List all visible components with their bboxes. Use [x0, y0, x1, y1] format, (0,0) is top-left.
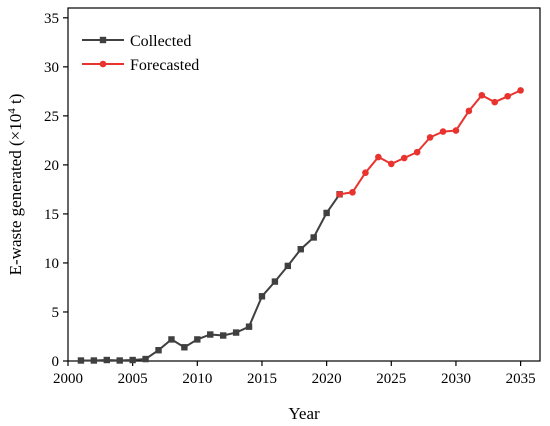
plot-frame: [67, 7, 541, 362]
legend-label: Forecasted: [130, 57, 199, 74]
data-point: [387, 160, 395, 168]
y-tick-label: 25: [44, 109, 59, 125]
x-tick-label: 2025: [376, 371, 406, 387]
data-point: [258, 293, 266, 300]
y-tick-label: 30: [44, 60, 59, 76]
series-collected: [77, 191, 343, 364]
data-point: [375, 153, 382, 161]
data-point: [452, 127, 460, 134]
y-tick-label: 5: [52, 305, 60, 321]
data-point: [103, 356, 110, 364]
x-tick-label: 2010: [182, 371, 212, 387]
y-tick-label: 20: [44, 158, 59, 174]
data-point: [310, 234, 317, 241]
data-point: [284, 262, 292, 270]
axes-layer: 2000 2005 2010 2015 2020 2025 2030 203505101520…: [44, 7, 541, 387]
data-point: [181, 344, 188, 351]
data-point: [349, 189, 356, 196]
data-point: [194, 336, 201, 343]
data-point: [426, 134, 434, 141]
data-point: [491, 98, 499, 106]
data-point: [271, 278, 279, 285]
data-point: [90, 357, 98, 364]
data-point: [77, 357, 85, 364]
data-point: [362, 169, 369, 177]
data-point: [336, 191, 343, 198]
y-axis-label-main: E-waste generated (×10: [6, 114, 25, 276]
legend: Collected Forecasted: [82, 33, 199, 74]
data-point: [155, 347, 162, 354]
data-point: [465, 107, 473, 115]
legend-label: Collected: [130, 33, 191, 50]
data-point: [413, 148, 421, 156]
series-layer: [77, 87, 524, 364]
y-tick-label: 10: [44, 256, 59, 272]
data-point: [168, 336, 175, 343]
data-point: [207, 331, 214, 338]
data-point: [478, 91, 486, 99]
x-tick-label: 2015: [247, 371, 277, 387]
x-tick-label: 2005: [118, 371, 148, 387]
data-point: [232, 329, 240, 336]
x-tick-label: 2030: [441, 371, 471, 387]
y-tick-label: 35: [44, 11, 59, 27]
data-point: [142, 355, 149, 363]
data-point: [116, 357, 123, 364]
x-tick-label: 2020: [312, 371, 342, 387]
data-point: [439, 128, 447, 135]
data-point: [245, 323, 253, 330]
x-axis-label: Year: [288, 404, 320, 423]
series-line: [339, 89, 522, 196]
data-point: [400, 154, 408, 162]
x-tick-label: 2035: [506, 371, 536, 387]
data-point: [504, 92, 511, 100]
y-axis-label: E-waste generated (×104 t): [6, 94, 25, 276]
data-point: [129, 356, 136, 364]
legend-marker: [99, 36, 107, 44]
x-tick-label: 2000: [53, 371, 83, 387]
y-tick-label: 0: [52, 354, 60, 370]
y-tick-label: 15: [44, 207, 59, 223]
data-point: [517, 87, 524, 94]
data-point: [219, 332, 227, 339]
y-axis-label-superscript: 4: [6, 108, 18, 114]
series-forecasted: [336, 87, 524, 198]
data-point: [297, 246, 304, 253]
data-point: [323, 209, 330, 217]
y-axis-label-unit: t): [6, 94, 25, 109]
legend-marker: [99, 60, 107, 68]
